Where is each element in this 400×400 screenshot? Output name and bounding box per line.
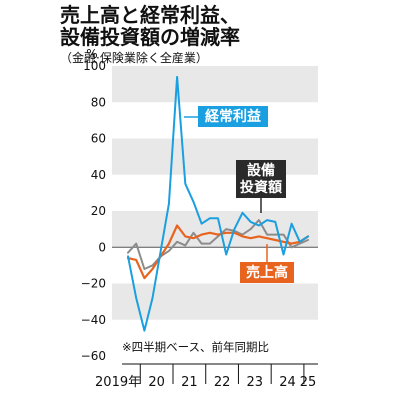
series-line [127, 75, 309, 332]
chart-title-line-1: 売上高と経常利益、 [60, 3, 240, 27]
chart-title-block: 売上高と経常利益、 設備投資額の増減率 （金融·保険業除く全産業） [60, 4, 400, 66]
x-tick-label: 2019年 [95, 375, 141, 390]
series-label-box [236, 160, 286, 198]
y-tick-label: 0 [98, 240, 106, 254]
series-label-box [240, 262, 294, 283]
y-tick-label: 100 [83, 59, 106, 73]
grid-band [112, 283, 318, 320]
x-tick-label: 22 [214, 375, 231, 390]
x-tick-label: 25 [300, 375, 317, 390]
x-tick-label: 21 [181, 375, 198, 390]
series-label: 投資額 [240, 179, 282, 196]
y-tick-label: 60 [91, 132, 106, 146]
series-label-box [198, 106, 268, 127]
chart-note: ※四半期ベース、前年同期比 [122, 340, 269, 354]
chart-subtitle: （金融·保険業除く全産業） [60, 51, 208, 65]
x-tick-label: 20 [148, 375, 165, 390]
y-tick-label: −20 [81, 277, 106, 291]
x-tick-label: 23 [247, 375, 264, 390]
chart-title-line-2: 設備投資額の増減率 [60, 25, 240, 49]
series-label: 設備 [247, 162, 275, 179]
grid-band [112, 138, 318, 175]
grid-band [112, 66, 318, 103]
y-tick-label: −60 [81, 349, 106, 363]
y-tick-label: −40 [81, 313, 106, 327]
x-tick-label: 24 [279, 375, 296, 390]
series-line [126, 224, 310, 280]
series-label: 売上高 [246, 264, 288, 281]
y-tick-label: 40 [91, 168, 106, 182]
y-axis-unit: % [86, 47, 97, 61]
y-tick-label: 80 [91, 95, 106, 109]
y-tick-label: 20 [91, 204, 106, 218]
series-label: 経常利益 [205, 108, 261, 125]
